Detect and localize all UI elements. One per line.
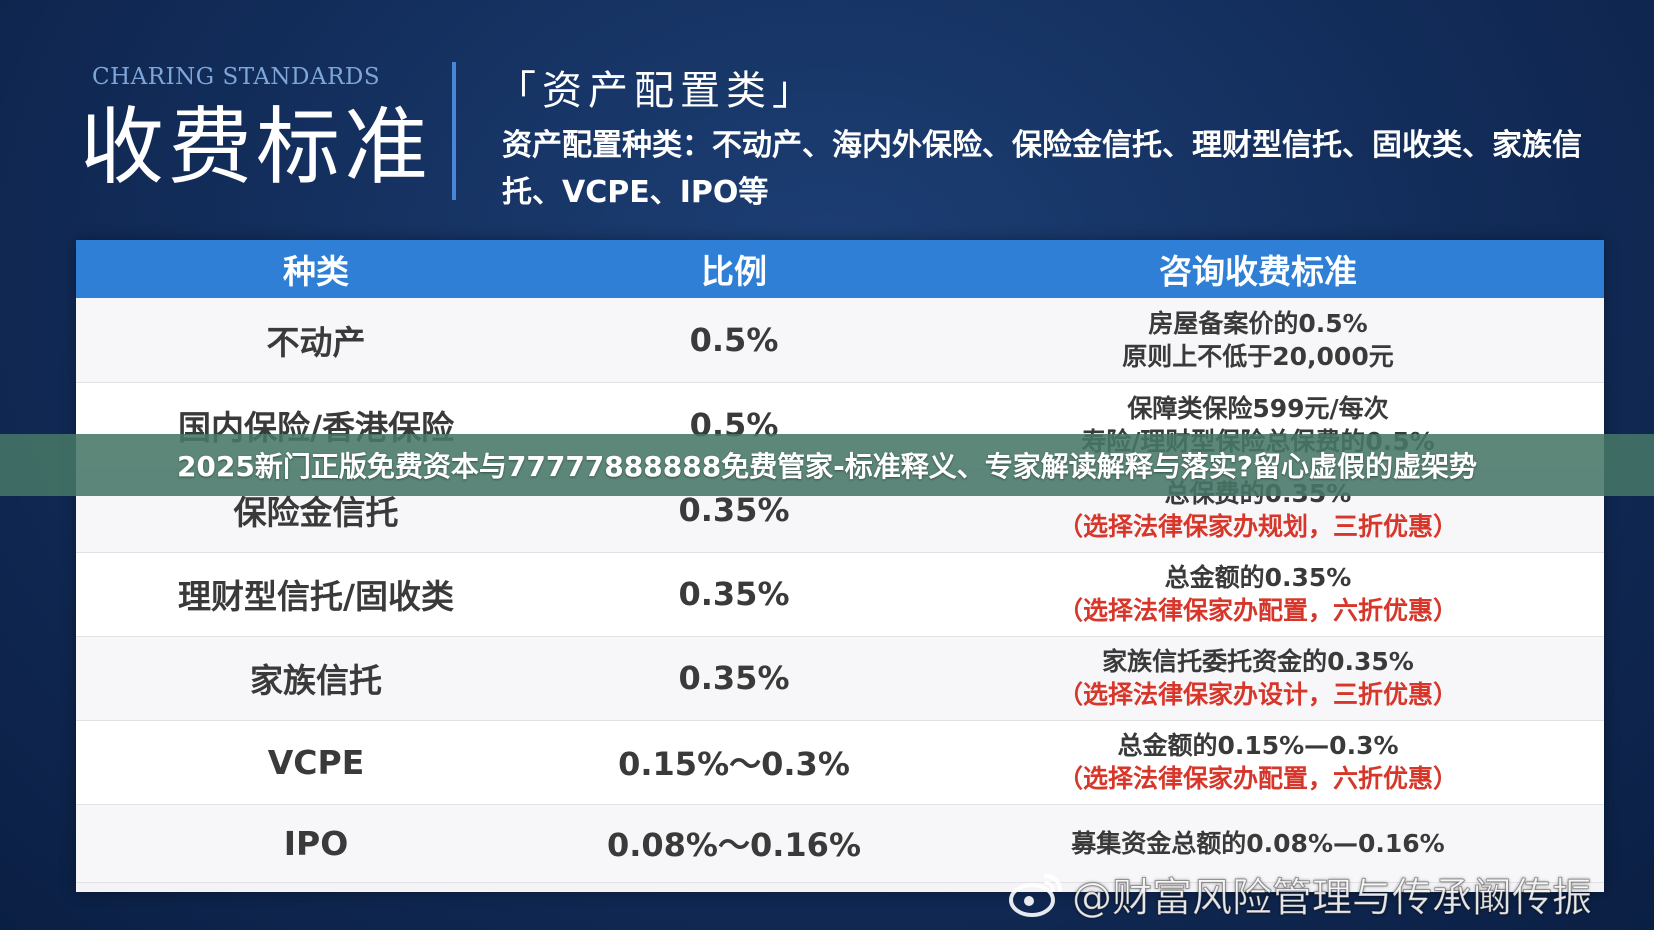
type-cell: 不动产	[76, 298, 556, 383]
discount-note: （选择法律保家办配置，六折优惠）	[1057, 764, 1458, 793]
banner-text: 2025新门正版免费资本与77777888888免费管家-标准释义、专家解读解释…	[176, 450, 1478, 483]
fee-line: 总金额的0.35%	[1164, 563, 1352, 592]
fee-cell: 总金额的0.15%—0.3% （选择法律保家办配置，六折优惠）	[912, 720, 1604, 805]
fee-cell: 房屋备案价的0.5% 原则上不低于20,000元	[912, 298, 1604, 383]
discount-note: （选择法律保家办设计，三折优惠）	[1057, 680, 1458, 709]
fee-cell: 募集资金总额的0.08%—0.16%	[912, 804, 1604, 883]
fee-line: 原则上不低于20,000元	[1122, 341, 1394, 371]
ratio-cell: 0.08%～0.16%	[556, 804, 912, 883]
section-description: 资产配置种类：不动产、海内外保险、保险金信托、理财型信托、固收类、家族信托、VC…	[502, 128, 1582, 210]
ratio-cell: 0.5%	[556, 298, 912, 383]
fee-line: 家族信托委托资金的0.35%	[1102, 647, 1414, 676]
column-header-fee: 咨询收费标准	[912, 240, 1604, 298]
ratio-cell: 0.15%～0.3%	[556, 720, 912, 805]
table-header-row: 种类 比例 咨询收费标准	[76, 240, 1604, 298]
header-divider	[452, 62, 456, 200]
fee-line: 保障类保险599元/每次	[1127, 394, 1389, 423]
ratio-cell: 0.35%	[556, 552, 912, 637]
type-cell: VCPE	[76, 720, 556, 805]
table-row: IPO 0.08%～0.16% 募集资金总额的0.08%—0.16%	[76, 804, 1604, 883]
overlay-banner: 2025新门正版免费资本与77777888888免费管家-标准释义、专家解读解释…	[0, 434, 1654, 496]
type-cell: 理财型信托/固收类	[76, 552, 556, 637]
fee-line: 总金额的0.15%—0.3%	[1117, 731, 1399, 760]
column-header-type: 种类	[76, 240, 556, 298]
type-cell: 家族信托	[76, 636, 556, 721]
watermark-text: @财富风险管理与传承阚传振	[1072, 875, 1593, 922]
table-row: 理财型信托/固收类 0.35% 总金额的0.35% （选择法律保家办配置，六折优…	[76, 552, 1604, 637]
weibo-icon	[1009, 874, 1062, 917]
type-cell: IPO	[76, 804, 556, 883]
ratio-cell: 0.35%	[556, 636, 912, 721]
header: CHARING STANDARDS 收费标准 「资产配置类」 资产配置种类：不动…	[0, 0, 1654, 240]
table-row: VCPE 0.15%～0.3% 总金额的0.15%—0.3% （选择法律保家办配…	[76, 720, 1604, 805]
fee-line: 募集资金总额的0.08%—0.16%	[1071, 828, 1445, 858]
section-title: 「资产配置类」	[496, 68, 818, 114]
column-header-ratio: 比例	[556, 240, 912, 298]
discount-note: （选择法律保家办配置，六折优惠）	[1057, 596, 1458, 625]
table-row: 家族信托 0.35% 家族信托委托资金的0.35% （选择法律保家办设计，三折优…	[76, 636, 1604, 721]
fee-table: 种类 比例 咨询收费标准 不动产 0.5% 房屋备案价的0.5% 原则上不低于2…	[76, 240, 1604, 892]
page-title: 收费标准	[80, 98, 433, 196]
fee-cell: 家族信托委托资金的0.35% （选择法律保家办设计，三折优惠）	[912, 636, 1604, 721]
watermark: @财富风险管理与传承阚传振	[1008, 866, 1593, 922]
eyebrow-text: CHARING STANDARDS	[92, 64, 381, 90]
fee-line: 房屋备案价的0.5%	[1148, 308, 1368, 338]
fee-cell: 总金额的0.35% （选择法律保家办配置，六折优惠）	[912, 552, 1604, 637]
discount-note: （选择法律保家办规划，三折优惠）	[1057, 512, 1458, 541]
table-row: 不动产 0.5% 房屋备案价的0.5% 原则上不低于20,000元	[76, 298, 1604, 383]
